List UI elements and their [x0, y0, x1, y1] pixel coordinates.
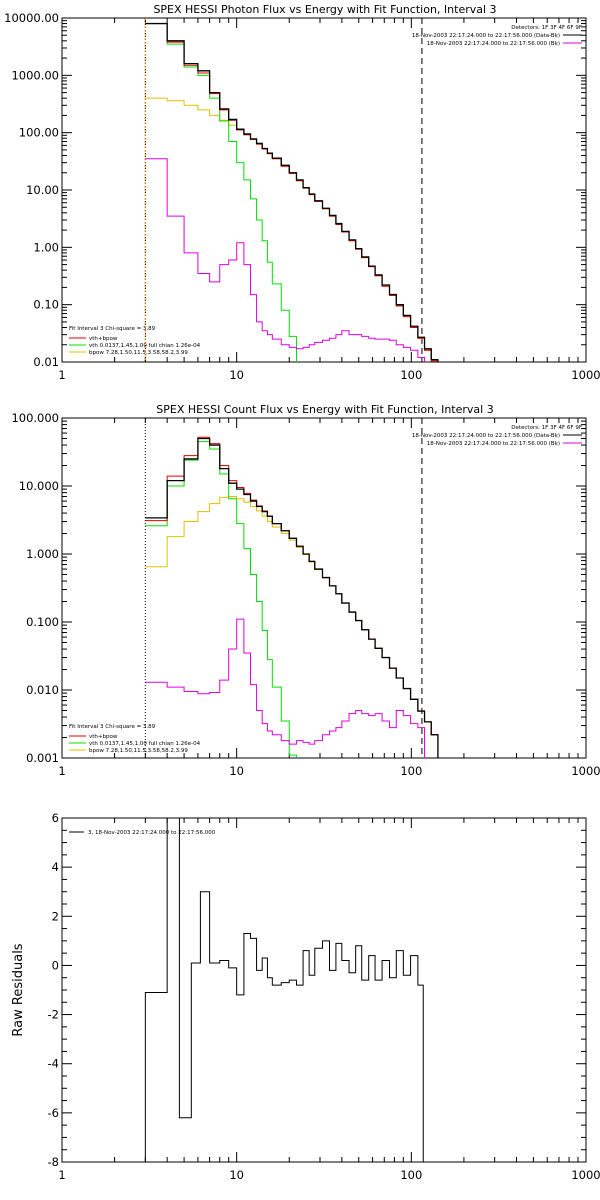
count-flux-xtick-label: 10 — [229, 764, 244, 778]
residuals-ytick-label: -6 — [48, 1106, 59, 1120]
count-flux-legend-bpow: bpow 7.28,1.50,11.5,3.58,58.2,3.99 — [89, 748, 188, 754]
photon-flux-marks: 1 10 100 1000 0.01 0.10 1.00 10.00 100.00 1000.00… — [4, 11, 600, 382]
photon-flux-axes-frame — [61, 17, 587, 363]
photon-flux-legend-vth: vth 0.0137,1.45,1.00 full chian 1.26e-04 — [89, 343, 201, 349]
photon-flux-series-bk — [145, 158, 426, 362]
count-flux-ytick-label: 0.001 — [26, 751, 59, 765]
count-flux-ytick-label: 0.010 — [26, 683, 59, 697]
photon-flux-ytick-label: 100.00 — [19, 126, 59, 140]
photon-flux-fit-label: Fit Interval 3 Chi-square = 3.89 — [69, 326, 156, 332]
photon-flux-legend-bpow: bpow 7.28,1.50,11.5,3.58,58.2,3.99 — [89, 350, 188, 356]
residuals-ytick-label: 0 — [52, 958, 59, 972]
photon-flux-series-vth-bpow — [145, 23, 439, 362]
photon-flux-xtick-label: 100 — [400, 368, 422, 382]
count-flux-panel: SPEX HESSI Count Flux vs Energy with Fit… — [61, 403, 587, 759]
photon-flux-ytick-label: 0.10 — [33, 298, 59, 312]
photon-flux-series-vth — [145, 23, 297, 362]
count-flux-xtick-label: 1 — [58, 764, 65, 778]
residuals-ytick-label: -8 — [48, 1155, 59, 1169]
residuals-xtick-label: 1 — [58, 1168, 65, 1182]
count-flux-xtick-label: 1000 — [571, 764, 600, 778]
count-flux-xtick-label: 100 — [400, 764, 422, 778]
residuals-legend-label: 3, 18-Nov-2003 22:17:24.000 to 22:17:56.… — [88, 830, 216, 836]
photon-flux-ytick-label: 1000.00 — [11, 68, 59, 82]
count-flux-series-group — [145, 436, 439, 758]
count-flux-ytick-label: 10.000 — [19, 479, 59, 493]
residuals-axes-frame — [61, 817, 587, 1163]
count-flux-fit-label: Fit Interval 3 Chi-square = 3.89 — [69, 724, 156, 730]
count-flux-interval-label: 18-Nov-2003 22:17:24.000 to 22:17:56.000… — [412, 433, 560, 439]
count-flux-series-bpow — [145, 496, 439, 758]
residuals-ytick-label: -2 — [48, 1008, 59, 1022]
residuals-ytick-label: 4 — [52, 860, 59, 874]
photon-flux-background-label: 18-Nov-2003 22:17:24.000 to 22:17:56.000… — [427, 41, 560, 47]
count-flux-series-vth-bpow — [145, 436, 439, 758]
count-flux-legend-total: vth+bpow — [89, 734, 118, 740]
residuals-xtick-label: 100 — [400, 1168, 422, 1182]
residuals-ytick-label: -4 — [48, 1057, 59, 1071]
photon-flux-ytick-label: 1.00 — [33, 240, 59, 254]
count-flux-ytick-label: 0.100 — [26, 615, 59, 629]
residuals-ytick-label: 2 — [52, 909, 59, 923]
count-flux-series-data-bk — [145, 437, 439, 758]
count-flux-series-bk — [145, 618, 426, 758]
count-flux-detectors-label: Detectors: 1F 3F 4F 6F 9F — [511, 425, 582, 431]
photon-flux-series-data-bk — [145, 22, 439, 362]
residuals-series-group — [144, 818, 424, 1162]
photon-flux-series-group — [145, 22, 439, 362]
residuals-ytick-label: 6 — [52, 811, 59, 825]
photon-flux-xtick-label: 1000 — [571, 368, 600, 382]
photon-flux-detectors-label: Detectors: 1F 3F 4F 6F 9F — [511, 25, 582, 31]
count-flux-background-label: 18-Nov-2003 22:17:24.000 to 22:17:56.000… — [427, 441, 560, 447]
photon-flux-panel: SPEX HESSI Photon Flux vs Energy with Fi… — [61, 3, 587, 363]
count-flux-title: SPEX HESSI Count Flux vs Energy with Fit… — [156, 403, 493, 416]
photon-flux-interval-label: 18-Nov-2003 22:17:24.000 to 22:17:56.000… — [412, 33, 560, 39]
photon-flux-xtick-label: 10 — [229, 368, 244, 382]
residuals-ylabel: Raw Residuals — [11, 943, 26, 1036]
photon-flux-ytick-label: 10.00 — [26, 183, 59, 197]
count-flux-axes-frame — [61, 417, 587, 759]
residuals-series-3-18-nov-2003-22-17-24-000-to-22-17-56-000 — [144, 818, 424, 1162]
photon-flux-legend-total: vth+bpow — [89, 336, 118, 342]
residuals-marks: 1 10 100 1000 -8 -6 -4 -2 0 2 4 6 — [48, 811, 600, 1182]
plot-marks: 1 10 100 10000.010.101.0010.00100.001000.00… — [4, 11, 600, 1182]
count-flux-ytick-label: 1.000 — [26, 547, 59, 561]
count-flux-marks: 1 10 100 1000 0.001 0.010 0.100 1.000 10.000 100.… — [11, 411, 600, 778]
residuals-xtick-label: 1000 — [571, 1168, 600, 1182]
count-flux-legend-vth: vth 0.0137,1.45,1.00 full chian 1.26e-04 — [89, 741, 201, 747]
photon-flux-ytick-label: 0.01 — [33, 355, 59, 369]
photon-flux-xtick-label: 1 — [58, 368, 65, 382]
photon-flux-series-bpow — [145, 97, 439, 362]
photon-flux-title: SPEX HESSI Photon Flux vs Energy with Fi… — [153, 3, 496, 16]
photon-flux-ytick-label: 10000.00 — [4, 11, 59, 25]
count-flux-ytick-label: 100.000 — [11, 411, 59, 425]
residuals-xtick-label: 10 — [229, 1168, 244, 1182]
residuals-panel: Raw Residuals 3, 18-Nov-2003 22:17:24.00… — [11, 817, 587, 1163]
